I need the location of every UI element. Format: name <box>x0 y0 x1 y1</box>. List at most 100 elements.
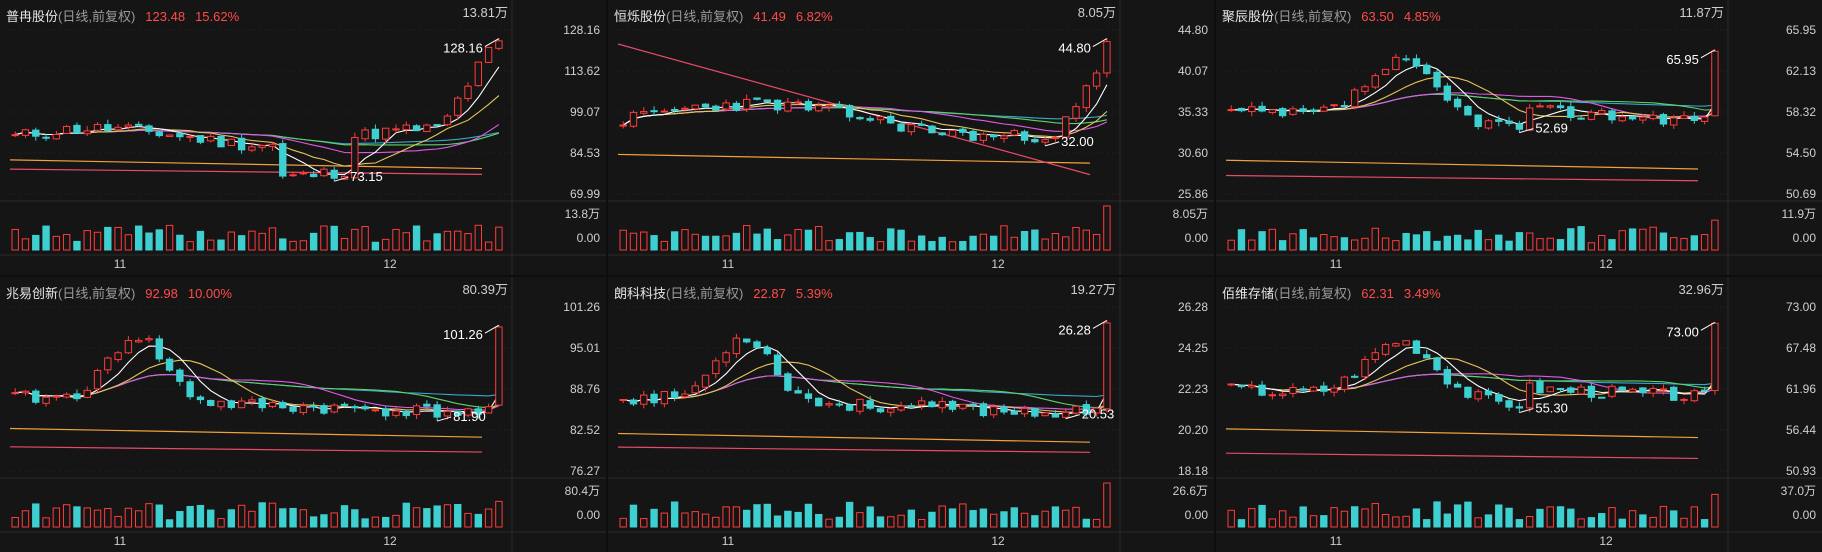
candle[interactable] <box>351 132 359 179</box>
candle[interactable] <box>1299 385 1307 392</box>
candle[interactable] <box>1433 69 1441 91</box>
candle[interactable] <box>423 400 431 408</box>
candle[interactable] <box>1464 386 1472 400</box>
candle[interactable] <box>1690 111 1699 124</box>
candle[interactable] <box>1474 114 1482 130</box>
candle[interactable] <box>835 101 844 108</box>
candle[interactable] <box>186 378 194 400</box>
candlestick-chart[interactable]: 101.26 95.01 88.76 82.52 76.27 80.4万 0.00 80.39… <box>0 277 606 552</box>
candle[interactable] <box>340 402 349 408</box>
candle[interactable] <box>289 406 297 415</box>
candle[interactable] <box>371 409 380 413</box>
candle[interactable] <box>114 124 122 131</box>
candle[interactable] <box>1412 54 1421 69</box>
candle[interactable] <box>83 126 91 137</box>
candlestick-chart[interactable]: 44.80 40.07 35.33 30.60 25.86 8.05万 0.00 8.05万 1… <box>608 0 1214 275</box>
candle[interactable] <box>629 397 638 406</box>
candle[interactable] <box>1608 384 1616 399</box>
candle[interactable] <box>990 404 998 419</box>
candle[interactable] <box>1423 349 1431 359</box>
candle[interactable] <box>392 124 400 134</box>
candle[interactable] <box>1453 381 1462 388</box>
candle[interactable] <box>1268 391 1277 400</box>
candle[interactable] <box>1258 101 1266 113</box>
candle[interactable] <box>897 401 905 413</box>
candle[interactable] <box>1711 322 1719 395</box>
candle[interactable] <box>237 134 246 154</box>
candle[interactable] <box>1700 386 1709 395</box>
candle[interactable] <box>773 99 782 114</box>
candle[interactable] <box>104 356 112 375</box>
stock-panel[interactable]: 聚辰股份(日线,前复权) 63.50 4.85% 65.95 62.13 58.32 54.… <box>1216 0 1822 275</box>
candle[interactable] <box>351 404 359 413</box>
candle[interactable] <box>1608 108 1616 124</box>
candle[interactable] <box>309 170 318 178</box>
candle[interactable] <box>1536 102 1544 108</box>
candle[interactable] <box>11 388 19 396</box>
candle[interactable] <box>124 336 133 354</box>
candle[interactable] <box>1062 408 1070 419</box>
candle[interactable] <box>856 398 864 415</box>
candle[interactable] <box>907 122 916 136</box>
stock-panel[interactable]: 佰维存储(日线,前复权) 62.31 3.49% 73.00 67.48 61.96 56.… <box>1216 277 1822 552</box>
candle[interactable] <box>1340 375 1349 393</box>
candle[interactable] <box>660 390 669 408</box>
candle[interactable] <box>1082 400 1091 417</box>
candle[interactable] <box>1103 38 1111 78</box>
candle[interactable] <box>1402 340 1410 346</box>
candle[interactable] <box>938 132 946 137</box>
candle[interactable] <box>1618 386 1626 391</box>
candle[interactable] <box>1020 405 1029 418</box>
candle[interactable] <box>83 386 91 399</box>
candle[interactable] <box>1711 49 1719 117</box>
candle[interactable] <box>1092 406 1101 417</box>
candle[interactable] <box>1649 110 1657 121</box>
candle[interactable] <box>135 337 143 344</box>
candle[interactable] <box>928 400 936 408</box>
candle[interactable] <box>176 129 184 141</box>
candle[interactable] <box>629 110 638 128</box>
candle[interactable] <box>361 403 369 411</box>
candle[interactable] <box>382 406 390 421</box>
candle[interactable] <box>1680 111 1688 119</box>
candle[interactable] <box>773 352 782 376</box>
candle[interactable] <box>1670 385 1678 401</box>
candle[interactable] <box>1453 96 1462 111</box>
candlestick-chart[interactable]: 26.28 24.25 22.23 20.20 18.18 26.6万 0.00 19.27万… <box>608 277 1214 552</box>
candle[interactable] <box>299 170 308 176</box>
candle[interactable] <box>876 115 885 124</box>
candle[interactable] <box>1443 82 1452 103</box>
candle[interactable] <box>701 374 710 392</box>
candle[interactable] <box>815 397 823 407</box>
candle[interactable] <box>1556 387 1565 393</box>
candle[interactable] <box>1546 386 1554 393</box>
candle[interactable] <box>1278 391 1287 399</box>
candle[interactable] <box>1598 107 1606 116</box>
candle[interactable] <box>763 99 771 103</box>
candle[interactable] <box>135 121 143 128</box>
candle[interactable] <box>1227 383 1235 387</box>
candle[interactable] <box>979 132 988 144</box>
candle[interactable] <box>433 401 441 422</box>
candle[interactable] <box>681 105 689 113</box>
candle[interactable] <box>1670 114 1678 129</box>
candle[interactable] <box>474 61 483 87</box>
candle[interactable] <box>1639 113 1647 124</box>
candle[interactable] <box>1495 115 1503 127</box>
candle[interactable] <box>784 371 792 392</box>
candle[interactable] <box>701 103 710 109</box>
candle[interactable] <box>1680 397 1688 405</box>
candle[interactable] <box>279 400 287 409</box>
candle[interactable] <box>917 396 926 410</box>
candle[interactable] <box>484 403 493 414</box>
candle[interactable] <box>104 119 112 132</box>
candle[interactable] <box>207 399 215 407</box>
candle[interactable] <box>1433 356 1441 372</box>
candle[interactable] <box>1062 116 1070 138</box>
candle[interactable] <box>21 390 30 396</box>
candle[interactable] <box>1577 383 1585 395</box>
candle[interactable] <box>474 405 483 419</box>
candle[interactable] <box>361 127 369 142</box>
candle[interactable] <box>1392 342 1400 347</box>
candle[interactable] <box>443 406 452 420</box>
